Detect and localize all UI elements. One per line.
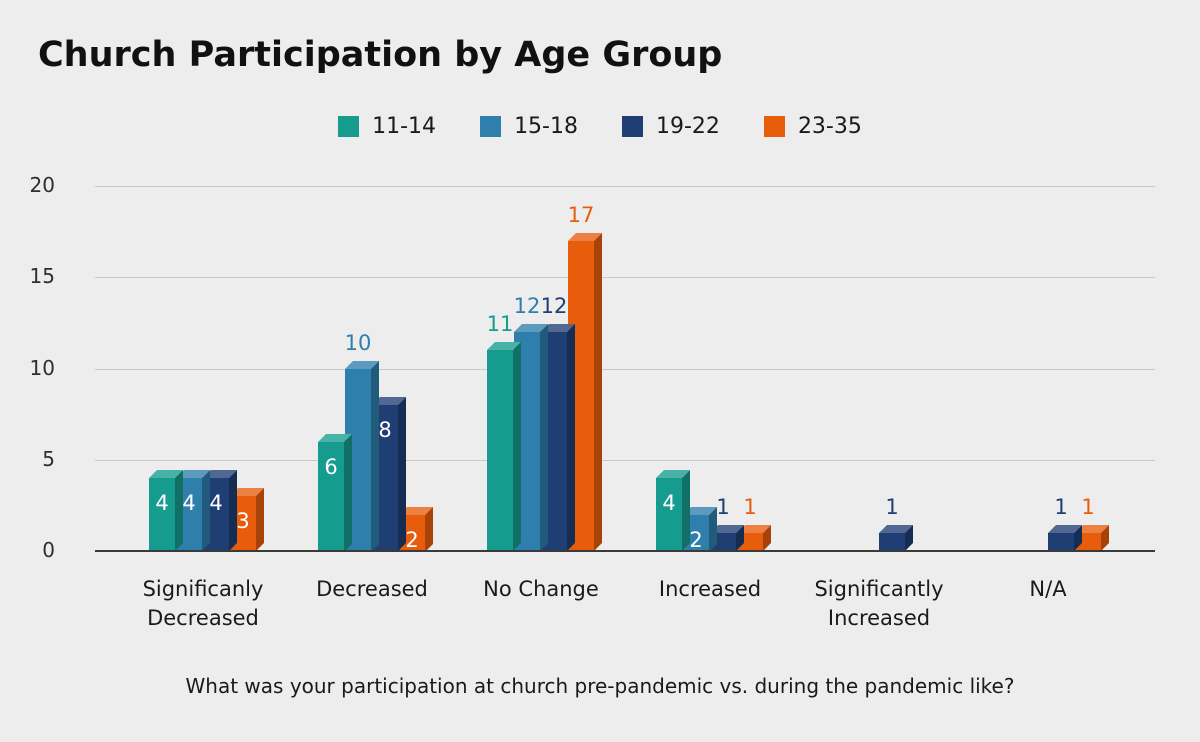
bar-value-label: 10 (344, 330, 372, 355)
bar-value-label: 1 (1081, 494, 1095, 519)
bar-value-label: 11 (486, 312, 514, 337)
legend-label: 11-14 (372, 114, 437, 139)
legend-label: 19-22 (656, 114, 720, 139)
x-axis-category-label: Significanly Decreased (142, 577, 264, 631)
bar-value-label: 2 (689, 527, 703, 552)
legend-swatch (763, 116, 785, 137)
x-axis-category-label: N/A (1029, 577, 1067, 601)
legend-swatch (480, 116, 502, 137)
y-axis-tick-label: 5 (42, 446, 55, 471)
chart-caption: What was your participation at church pr… (185, 674, 1015, 698)
bar-value-label: 1 (885, 494, 899, 519)
y-axis-tick-label: 10 (29, 355, 55, 380)
bar-side-face (567, 324, 575, 551)
bar (879, 524, 913, 551)
bar-value-label: 4 (155, 491, 169, 515)
x-axis-line (95, 550, 1155, 552)
bar (656, 470, 690, 551)
bar-side-face (594, 232, 602, 551)
gridline (95, 277, 1155, 279)
bar-value-label: 8 (378, 418, 392, 442)
legend-swatch (338, 116, 360, 137)
bar (149, 470, 183, 551)
bar (1048, 524, 1082, 551)
chart-title: Church Participation by Age Group (38, 35, 723, 75)
bar-value-label: 1 (1054, 494, 1068, 519)
y-axis-tick-label: 20 (29, 173, 55, 197)
bar-value-label: 17 (567, 202, 595, 227)
bar (487, 342, 521, 551)
legend: 11-14 15-18 19-22 23-35 (0, 114, 1200, 139)
x-axis-category-label: No Change (483, 577, 599, 601)
bar-value-label: 4 (209, 491, 223, 515)
bar-value-label: 12 (513, 294, 541, 318)
bar-value-label: 1 (743, 494, 757, 519)
x-axis-category-label: Decreased (316, 577, 428, 601)
bar (318, 433, 352, 551)
legend-swatch (622, 116, 643, 137)
bar-value-label: 2 (405, 527, 419, 552)
bar-value-label: 12 (540, 294, 568, 318)
y-axis-tick-label: 0 (42, 538, 55, 562)
gridline (95, 459, 1155, 461)
x-axis-category-label: Increased (658, 577, 762, 601)
legend-item: 23-35 (763, 114, 862, 139)
legend-item: 19-22 (622, 114, 720, 139)
bar-value-label: 1 (716, 494, 730, 519)
legend-item: 15-18 (480, 114, 578, 139)
bar-side-face (371, 360, 379, 551)
bar-side-face (540, 324, 548, 551)
bar-side-face (513, 342, 521, 551)
bar-value-label: 4 (182, 491, 196, 515)
legend-label: 15-18 (514, 114, 578, 139)
legend-label: 23-35 (797, 114, 862, 139)
legend-item: 11-14 (338, 114, 436, 139)
bar-value-label: 3 (236, 509, 250, 534)
bar-side-face (344, 433, 352, 551)
x-axis-category-label: Significantly Increased (814, 577, 944, 631)
bar-value-label: 6 (324, 454, 338, 479)
y-axis-tick-label: 15 (29, 264, 55, 289)
gridline (95, 368, 1155, 370)
gridline (95, 186, 1155, 187)
bar-value-label: 4 (662, 491, 676, 515)
